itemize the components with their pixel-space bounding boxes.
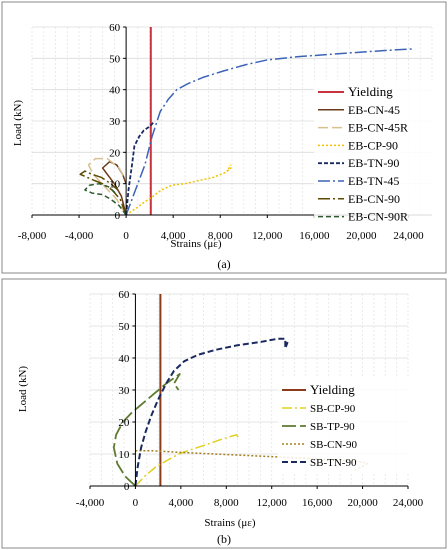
y-axis-title-a: Load (kN)	[12, 100, 24, 146]
x-axis-title-b: Strains (με)	[204, 517, 255, 529]
x-axis-title-a: Strains (με)	[170, 238, 221, 250]
legend-entry-label: EB-CN-90R	[348, 210, 408, 224]
series-line-sb-tn-90	[134, 337, 289, 487]
x-tick-label: 12,000	[257, 497, 288, 509]
y-tick-label: 40	[109, 85, 121, 97]
panel-b: -4,000 0 4,000 8,000 12,000 16,000 20,000 24,00…	[1, 278, 447, 549]
y-tick-label: 60	[118, 289, 130, 301]
y-tick-label: 10	[118, 449, 130, 461]
legend-bg	[314, 80, 443, 227]
x-tick-label: -4,000	[76, 497, 105, 509]
x-tick-label: 12,000	[252, 230, 283, 242]
x-tick-label: 0	[133, 497, 139, 509]
y-tick-label: 20	[118, 417, 130, 429]
legend-b: Yielding SB-CP-90 SB-TP-90 SB-CN-90 SB-TN-90	[278, 378, 443, 472]
y-tick-label: 0	[115, 210, 121, 222]
y-tick-label: 0	[124, 481, 130, 493]
x-tick-label: -4,000	[65, 230, 94, 242]
y-tick-label: 30	[109, 116, 121, 128]
legend-entry-label: SB-TP-90	[310, 421, 355, 433]
series-line-eb-tn-90	[125, 120, 156, 216]
x-tick-label: 8,000	[208, 230, 233, 242]
legend-entry-label: SB-TN-90	[310, 457, 357, 469]
legend-entry-label: EB-CN-90	[348, 192, 400, 206]
panel-a: -8,000 -4,000 0 4,000 8,000 12,000 16,000 20,00…	[1, 1, 447, 274]
legend-entry-label: EB-TN-45	[348, 174, 399, 188]
x-tick-label: 20,000	[347, 497, 378, 509]
y-tick-label: 60	[109, 22, 121, 34]
ticks-a: -8,000 -4,000 0 4,000 8,000 12,000 16,000 20,00…	[18, 22, 424, 242]
legend-entry-label: EB-CN-45R	[348, 121, 408, 135]
legend-bg	[278, 378, 443, 472]
legend-entry-label: EB-CN-45	[348, 103, 400, 117]
y-tick-label: 30	[118, 385, 130, 397]
y-tick-label: 20	[109, 147, 121, 159]
ticks-b: -4,000 0 4,000 8,000 12,000 16,000 20,000 24,00…	[76, 289, 424, 509]
series-line-eb-cn-45r	[87, 157, 127, 216]
y-tick-label: 10	[109, 179, 121, 191]
legend-entry-label: Yielding	[348, 84, 393, 99]
x-tick-label: 24,000	[393, 230, 424, 242]
x-tick-label: 4,000	[161, 230, 186, 242]
y-axis-title-b: Load (kN)	[17, 366, 29, 412]
legend-entry-label: EB-TN-90	[348, 156, 399, 170]
x-tick-label: -8,000	[18, 230, 47, 242]
panel-label-a: (a)	[217, 257, 230, 271]
x-tick-label: 16,000	[302, 497, 333, 509]
series-line-eb-cp-90	[125, 164, 232, 216]
series-line-eb-tn-45	[125, 48, 415, 216]
y-tick-label: 50	[118, 321, 130, 333]
series-line-sb-tp-90	[112, 373, 181, 487]
series-layer-a	[79, 27, 415, 216]
series-line-sb-cp-90	[134, 434, 240, 487]
legend-entry-label: SB-CP-90	[310, 403, 356, 415]
series-line-eb-cn-90r	[84, 182, 127, 216]
x-tick-label: 8,000	[214, 497, 239, 509]
y-tick-label: 40	[118, 353, 130, 365]
legend-entry-label: Yielding	[310, 382, 355, 397]
y-tick-label: 50	[109, 53, 121, 65]
x-tick-label: 24,000	[393, 497, 424, 509]
x-tick-label: 16,000	[299, 230, 330, 242]
x-tick-label: 0	[123, 230, 129, 242]
x-tick-label: 4,000	[168, 497, 193, 509]
x-tick-label: 20,000	[346, 230, 377, 242]
legend-a: Yielding EB-CN-45 EB-CN-45R EB-CP-90 EB-TN-9…	[314, 80, 443, 227]
legend-entry-label: EB-CP-90	[348, 138, 398, 152]
legend-entry-label: SB-CN-90	[310, 439, 358, 451]
panel-label-b: (b)	[217, 532, 231, 546]
